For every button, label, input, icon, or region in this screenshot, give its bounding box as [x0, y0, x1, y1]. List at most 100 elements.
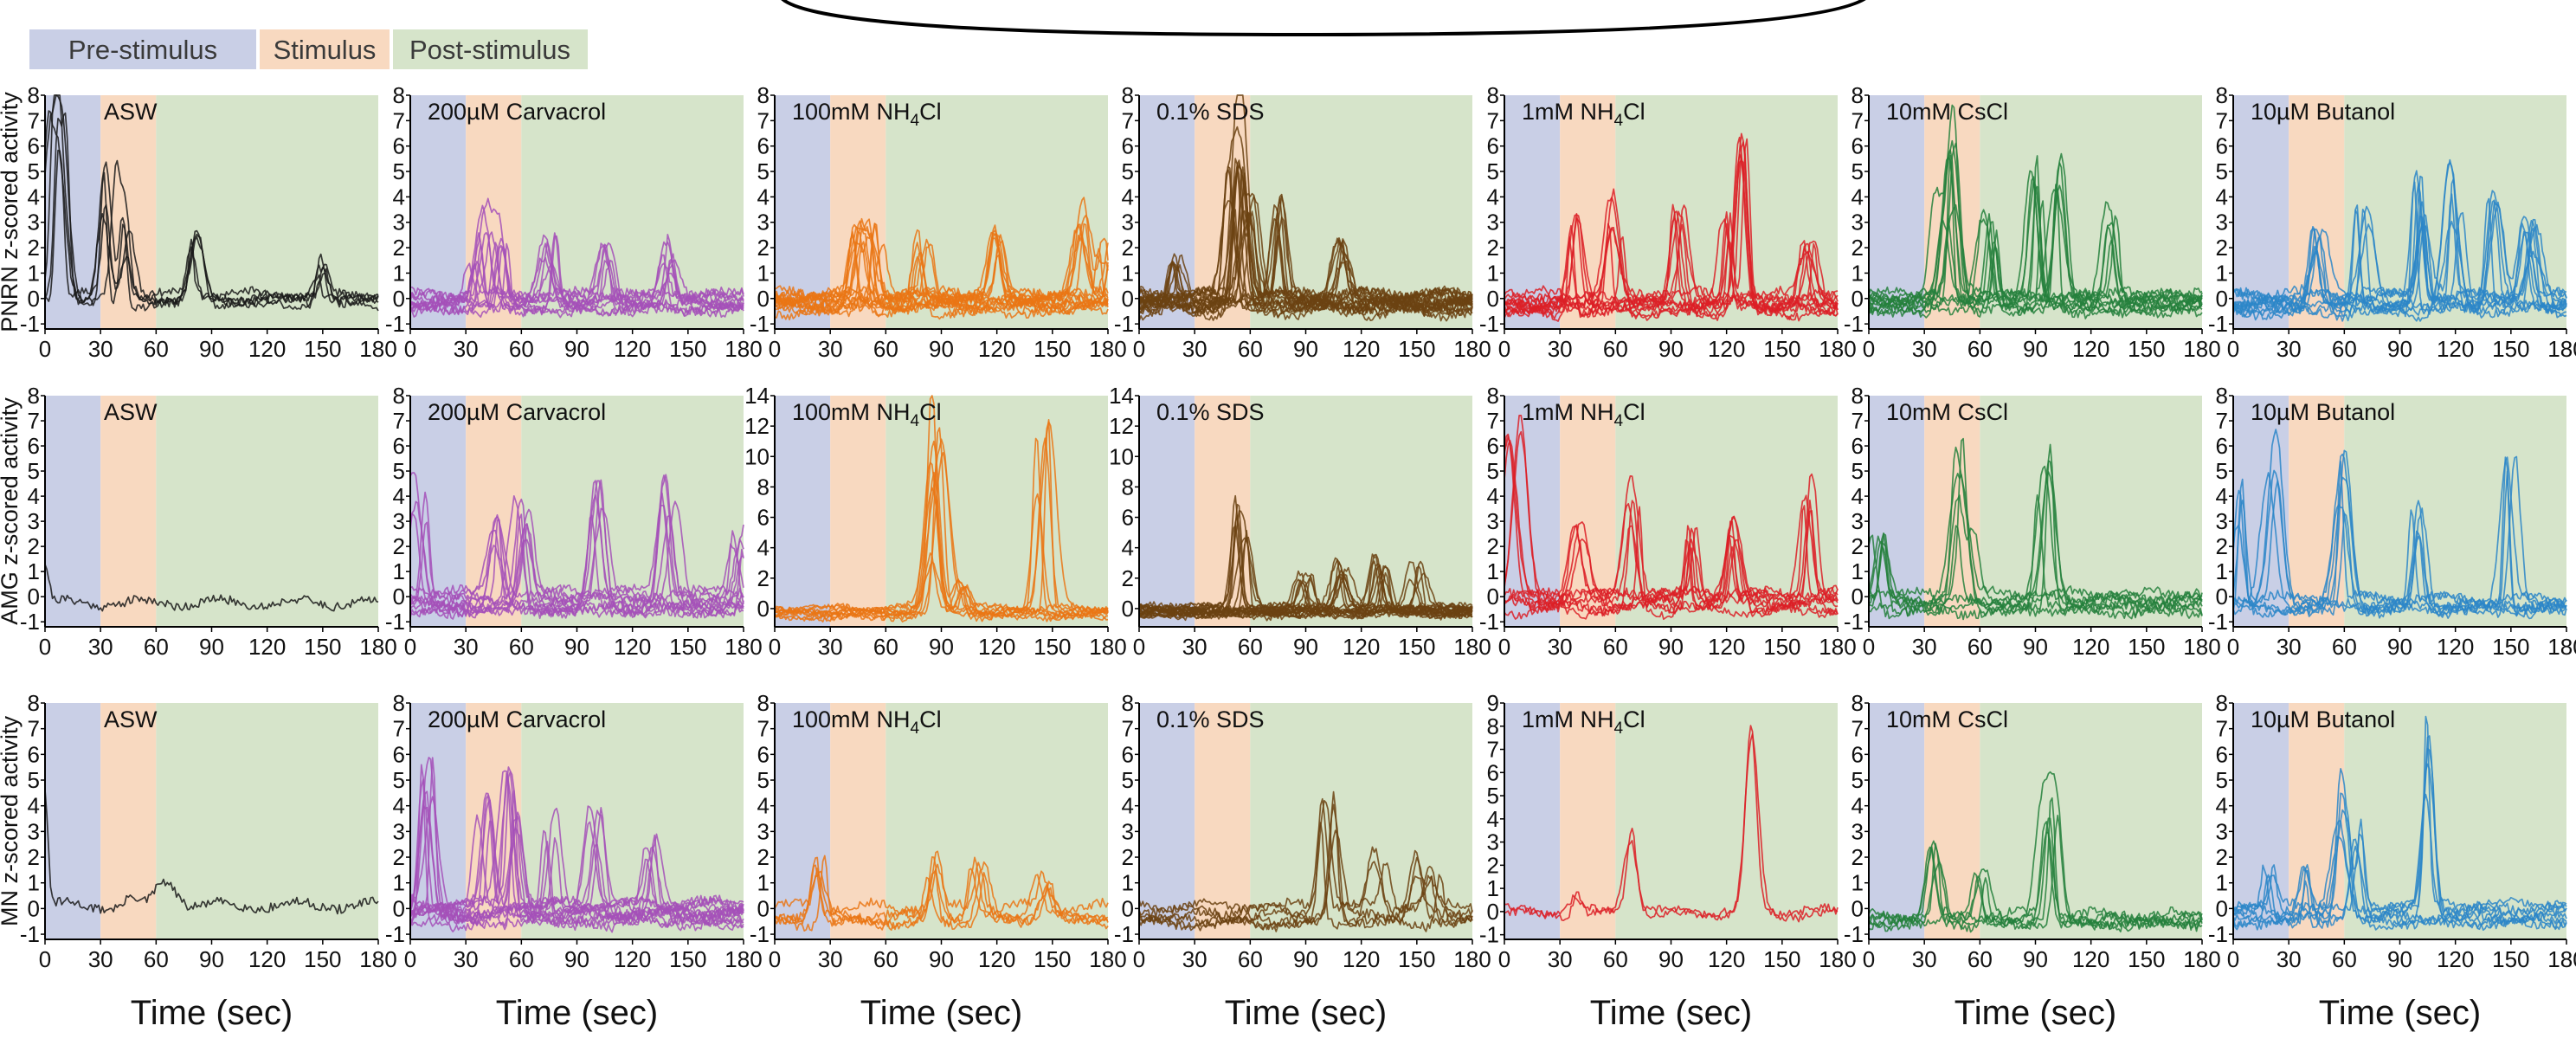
- x-tick-label: 180: [724, 634, 762, 660]
- y-tick-label: 5: [1487, 158, 1499, 184]
- x-tick-label: 60: [1603, 946, 1628, 972]
- x-tick-label: 180: [1819, 634, 1856, 660]
- trace-line: [44, 790, 379, 915]
- row-ylabel: PNRN z-scored activity: [0, 92, 23, 332]
- y-tick-label: 1: [1487, 875, 1499, 901]
- legend-item-stimulus: Stimulus: [260, 29, 390, 69]
- x-tick-label: 90: [1293, 634, 1318, 660]
- y-tick-label: 0: [1852, 895, 1864, 921]
- trace-line: [774, 438, 1109, 623]
- y-tick-label: 7: [1852, 408, 1864, 434]
- panel-0-6: -1012345678030609012015018010µM Butanol: [2208, 82, 2576, 362]
- x-tick-label: 90: [199, 946, 224, 972]
- y-tick-label: 5: [1122, 767, 1134, 793]
- trace-line: [1868, 155, 2203, 303]
- y-tick-label: -1: [20, 921, 40, 947]
- y-tick-label: 4: [393, 184, 405, 210]
- y-tick-label: 1: [1122, 260, 1134, 286]
- x-tick-label: 180: [1089, 336, 1126, 362]
- y-tick-label: 2: [757, 235, 770, 261]
- y-tick-label: 2: [1487, 235, 1499, 261]
- x-tick-label: 0: [1863, 946, 1875, 972]
- x-tick-label: 120: [2072, 946, 2109, 972]
- y-tick-label: 6: [1122, 505, 1134, 531]
- y-tick-label: 7: [2216, 107, 2228, 133]
- y-tick-label: 2: [1122, 235, 1134, 261]
- y-tick-label: 3: [757, 210, 770, 235]
- y-tick-label: 0: [28, 584, 40, 610]
- trace-line: [2232, 793, 2567, 918]
- phase-band-pre-stimulus: [1504, 703, 1561, 939]
- y-tick-label: 7: [757, 716, 770, 742]
- x-tick-label: 60: [1238, 946, 1263, 972]
- x-tick-label: 30: [454, 634, 479, 660]
- y-tick-label: 4: [1487, 483, 1499, 509]
- x-tick-label: 120: [1343, 336, 1380, 362]
- y-tick-label: 0: [1852, 286, 1864, 312]
- y-tick-label: 2: [1487, 852, 1499, 878]
- y-tick-label: 4: [2216, 483, 2228, 509]
- y-tick-label: 5: [28, 458, 40, 484]
- x-tick-label: 180: [2183, 336, 2220, 362]
- x-tick-label: 60: [144, 634, 169, 660]
- y-tick-label: 7: [1122, 716, 1134, 742]
- panel-title: 0.1% SDS: [1156, 399, 1265, 425]
- trace-line: [1504, 159, 1839, 309]
- y-tick-label: 10: [1109, 443, 1134, 469]
- y-tick-label: 2: [1852, 533, 1864, 559]
- y-tick-label: 5: [28, 767, 40, 793]
- phase-band-post-stimulus: [2344, 396, 2566, 627]
- y-tick-label: 5: [757, 158, 770, 184]
- trace-line: [409, 799, 744, 913]
- trace-line: [2232, 838, 2567, 931]
- phase-band-stimulus: [830, 396, 886, 627]
- panel-title: 100mM NH4Cl: [792, 706, 942, 738]
- trace-line: [774, 868, 1109, 926]
- y-tick-label: 2: [1487, 533, 1499, 559]
- y-tick-label: -1: [2208, 609, 2228, 635]
- x-tick-label: 30: [2277, 946, 2302, 972]
- trace-line: [2232, 193, 2567, 303]
- y-tick-label: -1: [20, 609, 40, 635]
- trace-line: [1868, 443, 2203, 621]
- trace-line: [774, 215, 1109, 305]
- trace-line: [1868, 471, 2203, 611]
- phase-band-pre-stimulus: [1869, 703, 1925, 939]
- y-tick-label: 3: [1487, 210, 1499, 235]
- trace-line: [409, 242, 744, 314]
- x-tick-label: 150: [2492, 634, 2529, 660]
- y-tick-label: 1: [1852, 558, 1864, 584]
- x-tick-label: 30: [454, 336, 479, 362]
- y-tick-label: 1: [28, 558, 40, 584]
- x-tick-label: 30: [1548, 946, 1573, 972]
- legend-item-pre-stimulus: Pre-stimulus: [29, 29, 256, 69]
- y-tick-label: 1: [393, 870, 405, 896]
- y-tick-label: 6: [1852, 433, 1864, 459]
- y-tick-label: 4: [1122, 793, 1134, 819]
- trace-line: [2232, 715, 2567, 914]
- x-tick-label: 90: [199, 634, 224, 660]
- y-tick-label: 4: [28, 184, 40, 210]
- x-tick-label: 120: [1708, 634, 1745, 660]
- y-tick-label: 8: [28, 383, 40, 409]
- trace-line: [409, 757, 744, 921]
- x-tick-label: 150: [2128, 634, 2165, 660]
- panel-title: 100mM NH4Cl: [792, 399, 942, 430]
- x-tick-label: 150: [1034, 336, 1071, 362]
- x-tick-label: 60: [144, 336, 169, 362]
- phase-band-post-stimulus: [156, 95, 379, 329]
- trace-line: [774, 855, 1109, 932]
- y-tick-label: 1: [2216, 870, 2228, 896]
- x-tick-label: 120: [1343, 946, 1380, 972]
- x-tick-label: 120: [248, 946, 286, 972]
- y-tick-label: 4: [2216, 184, 2228, 210]
- panel-title: 10µM Butanol: [2251, 99, 2395, 125]
- y-tick-label: 8: [393, 383, 405, 409]
- trace-line: [2232, 449, 2566, 608]
- y-tick-label: -1: [2208, 921, 2228, 947]
